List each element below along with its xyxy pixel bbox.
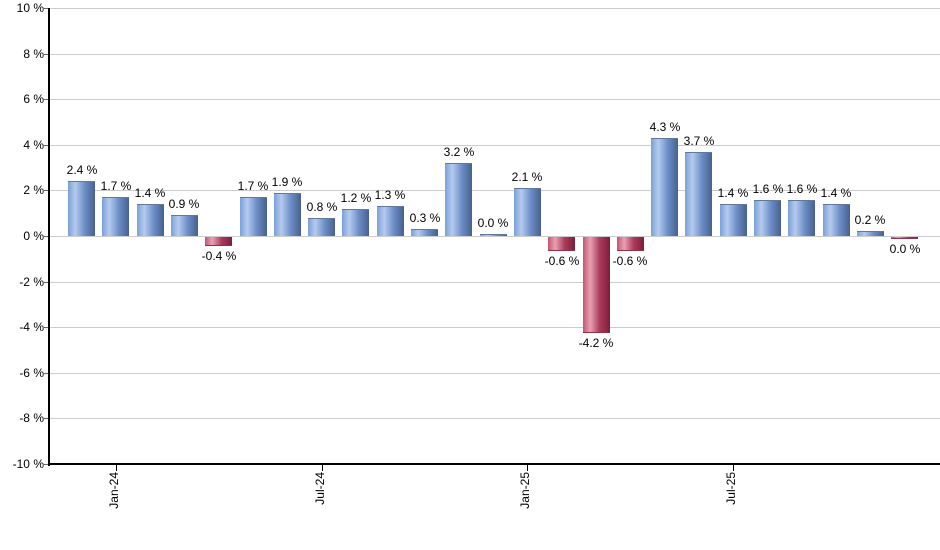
y-tick-mark: [44, 54, 49, 55]
bar: [891, 237, 918, 239]
y-tick-mark: [44, 418, 49, 419]
y-tick-mark: [44, 190, 49, 191]
gridline: [50, 8, 940, 9]
gridline: [50, 190, 940, 191]
bar-value-label: 1.7 %: [100, 179, 132, 193]
y-tick-mark: [44, 373, 49, 374]
gridline: [50, 327, 940, 328]
bar-value-label: 1.7 %: [237, 179, 269, 193]
bar-value-label: 3.7 %: [683, 134, 715, 148]
bar-value-label: -0.6 %: [612, 254, 648, 268]
y-tick-mark: [44, 282, 49, 283]
bar-value-label: 1.4 %: [134, 186, 166, 200]
bar: [377, 206, 404, 236]
bar: [651, 138, 678, 236]
bar: [583, 237, 610, 333]
y-tick-label: 6 %: [23, 92, 44, 106]
y-tick-mark: [44, 99, 49, 100]
bar-value-label: 1.4 %: [820, 186, 852, 200]
x-tick-mark: [116, 464, 117, 471]
bar-value-label: -0.4 %: [201, 249, 237, 263]
bar: [240, 197, 267, 236]
y-tick-mark: [44, 145, 49, 146]
y-tick-label: -2 %: [19, 275, 44, 289]
bar: [274, 193, 301, 236]
y-axis-labels: 10 % 8 % 6 % 4 % 2 % 0 % -2 % -4 % -6 % -8 % -10 %: [0, 0, 49, 550]
y-tick-label: 8 %: [23, 47, 44, 61]
bar-value-label: -0.6 %: [544, 254, 580, 268]
bar-value-label: 0.0 %: [477, 216, 509, 230]
bar-value-label: 1.3 %: [374, 188, 406, 202]
y-tick-mark: [44, 8, 49, 9]
bar: [720, 204, 747, 236]
bar-value-label: 0.9 %: [168, 197, 200, 211]
bar-value-label: 3.2 %: [443, 145, 475, 159]
x-tick-label: Jul-25: [724, 472, 738, 505]
y-tick-mark: [44, 464, 49, 465]
gridline: [50, 54, 940, 55]
bar-value-label: 0.8 %: [306, 200, 338, 214]
y-axis-line: [48, 8, 50, 466]
bar-value-label: 0.2 %: [854, 213, 886, 227]
gridline: [50, 373, 940, 374]
bar: [685, 152, 712, 236]
bar: [171, 215, 198, 236]
bar-value-label: -4.2 %: [578, 336, 614, 350]
gridline: [50, 282, 940, 283]
bar: [754, 200, 781, 236]
x-tick-mark: [322, 464, 323, 471]
bar-value-label: 1.6 %: [786, 182, 818, 196]
gridline: [50, 236, 940, 237]
bar-value-label: 0.3 %: [409, 211, 441, 225]
x-tick-mark: [527, 464, 528, 471]
bar-value-label: 4.3 %: [649, 120, 681, 134]
x-tick-label: Jan-24: [107, 472, 121, 509]
y-tick-mark: [44, 236, 49, 237]
y-tick-mark: [44, 327, 49, 328]
bar: [548, 237, 575, 251]
y-tick-label: -6 %: [19, 366, 44, 380]
x-tick-label: Jan-25: [518, 472, 532, 509]
bar: [102, 197, 129, 236]
bar: [445, 163, 472, 236]
bar-value-label: 1.9 %: [271, 175, 303, 189]
x-tick-mark: [733, 464, 734, 471]
bar-value-label: 2.4 %: [66, 163, 98, 177]
bar: [137, 204, 164, 236]
y-tick-label: -8 %: [19, 411, 44, 425]
bar: [857, 231, 884, 236]
x-tick-label: Jul-24: [313, 472, 327, 505]
bar-value-label: 0.0 %: [889, 242, 921, 256]
gridline: [50, 418, 940, 419]
bar: [342, 209, 369, 236]
y-tick-label: 10 %: [16, 1, 44, 15]
bar: [514, 188, 541, 236]
bar: [480, 234, 507, 236]
bar-value-label: 1.2 %: [340, 191, 372, 205]
y-tick-label: 4 %: [23, 138, 44, 152]
bar: [205, 237, 232, 246]
gridline: [50, 145, 940, 146]
bar: [411, 229, 438, 236]
bar: [308, 218, 335, 236]
bar-value-label: 1.6 %: [752, 182, 784, 196]
bar: [823, 204, 850, 236]
bar: [68, 181, 95, 236]
bar: [617, 237, 644, 251]
y-tick-label: 2 %: [23, 183, 44, 197]
y-tick-label: 0 %: [23, 229, 44, 243]
bar-value-label: 2.1 %: [511, 170, 543, 184]
bar-value-label: 1.4 %: [717, 186, 749, 200]
y-tick-label: -4 %: [19, 320, 44, 334]
y-tick-label: -10 %: [12, 457, 44, 471]
gridline: [50, 99, 940, 100]
x-axis-line: [48, 463, 940, 465]
bar: [788, 200, 815, 236]
